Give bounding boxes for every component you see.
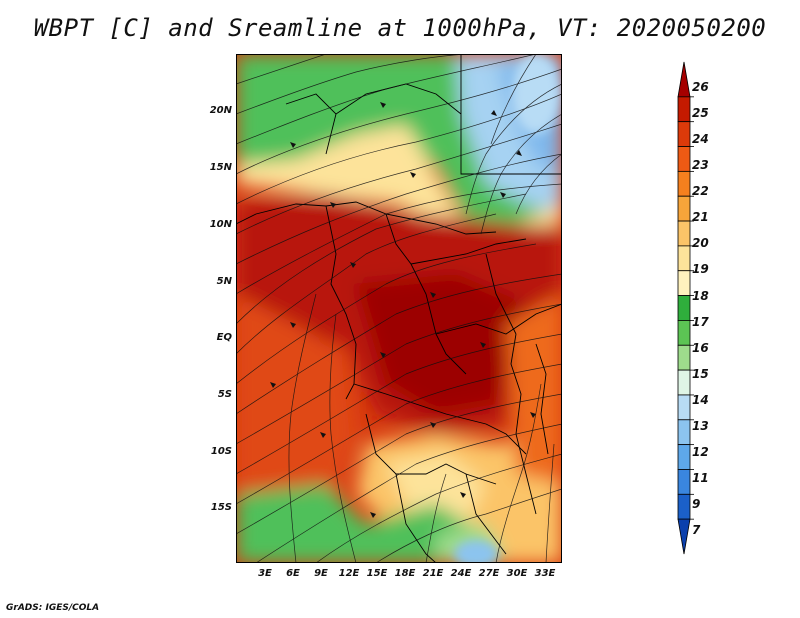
colorbar-segment <box>677 444 691 470</box>
lon-label-24e: 24E <box>450 568 472 579</box>
colorbar-segment <box>677 96 691 123</box>
cbar-label-18: 18 <box>692 289 709 303</box>
cbar-label-12: 12 <box>692 445 709 459</box>
colorbar-segment <box>677 61 691 98</box>
grads-credit: GrADS: IGES/COLA <box>6 603 100 613</box>
lat-label-5s: 5S <box>217 389 232 400</box>
colorbar <box>677 61 694 555</box>
colorbar-segment <box>677 419 691 446</box>
map-svg <box>236 54 562 563</box>
lat-label-20n: 20N <box>209 105 232 116</box>
colorbar-segment <box>677 245 691 272</box>
cbar-label-25: 25 <box>692 106 709 120</box>
cbar-label-16: 16 <box>692 341 709 355</box>
cbar-label-22: 22 <box>692 184 709 198</box>
lat-label-15s: 15S <box>210 502 232 513</box>
lon-label-27e: 27E <box>478 568 500 579</box>
cbar-label-23: 23 <box>692 158 709 172</box>
lon-label-9e: 9E <box>314 568 328 579</box>
cbar-label-14: 14 <box>692 393 709 407</box>
colorbar-segment <box>677 518 691 555</box>
lon-label-6e: 6E <box>286 568 300 579</box>
colorbar-segment <box>677 469 691 495</box>
colorbar-segment <box>677 270 691 296</box>
lon-label-15e: 15E <box>366 568 388 579</box>
colorbar-segment <box>677 394 691 421</box>
lat-label-10s: 10S <box>210 446 232 457</box>
cbar-label-9: 9 <box>692 497 701 511</box>
lon-label-30e: 30E <box>506 568 528 579</box>
colorbar-segment <box>677 493 691 520</box>
lat-label-15n: 15N <box>209 162 232 173</box>
colorbar-segment <box>677 344 691 371</box>
colorbar-segment <box>677 146 691 172</box>
cbar-label-17: 17 <box>692 315 709 329</box>
colorbar-segment <box>677 295 691 321</box>
cbar-label-24: 24 <box>692 132 709 146</box>
lat-label-10n: 10N <box>209 219 232 230</box>
colorbar-segment <box>677 369 691 396</box>
cbar-label-11: 11 <box>692 471 709 485</box>
cbar-label-26: 26 <box>692 80 709 94</box>
chart-title: WBPT [C] and Sreamline at 1000hPa, VT: 2… <box>33 14 767 42</box>
cbar-label-13: 13 <box>692 419 709 433</box>
cbar-label-15: 15 <box>692 367 709 381</box>
lon-label-18e: 18E <box>394 568 416 579</box>
cbar-label-20: 20 <box>692 236 709 250</box>
colorbar-segment <box>677 220 691 247</box>
lon-label-21e: 21E <box>422 568 444 579</box>
cbar-label-19: 19 <box>692 262 709 276</box>
colorbar-segment <box>677 195 691 222</box>
lat-label-5n: 5N <box>216 276 232 287</box>
cbar-label-21: 21 <box>692 210 709 224</box>
lon-label-33e: 33E <box>534 568 556 579</box>
lon-label-3e: 3E <box>258 568 272 579</box>
lat-label-eq: EQ <box>216 332 232 343</box>
colorbar-segment <box>677 320 691 346</box>
lon-label-12e: 12E <box>338 568 360 579</box>
colorbar-segment <box>677 121 691 147</box>
wbpt-map <box>236 54 562 563</box>
cbar-label-7: 7 <box>692 523 701 537</box>
colorbar-segment <box>677 170 691 197</box>
